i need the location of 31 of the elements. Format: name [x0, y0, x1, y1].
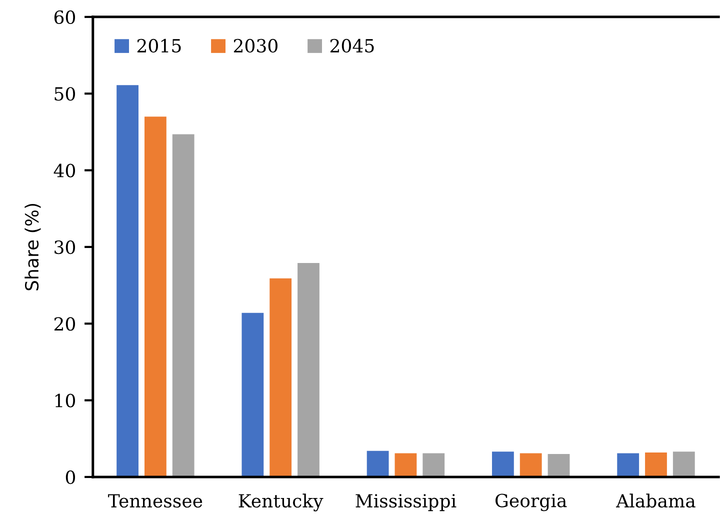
- y-tick-label: 50: [54, 87, 76, 101]
- bar: [116, 85, 138, 477]
- x-tick-label: Alabama: [616, 494, 696, 508]
- bar: [672, 452, 695, 477]
- bar: [520, 453, 542, 477]
- legend-label: 2030: [234, 38, 278, 53]
- y-tick-label: 10: [55, 394, 76, 408]
- bar: [492, 452, 514, 477]
- bar: [270, 278, 292, 477]
- bar: [144, 116, 166, 477]
- bar: [172, 134, 194, 477]
- bar: [617, 453, 640, 477]
- bar: [298, 263, 320, 477]
- y-tick-label: 30: [54, 240, 76, 254]
- bar: [548, 454, 570, 477]
- bar: [394, 453, 417, 477]
- x-tick-label: Georgia: [496, 494, 567, 512]
- bar: [645, 452, 667, 477]
- legend-label: 2045: [330, 38, 374, 53]
- legend-label: 2015: [137, 38, 181, 53]
- bar: [422, 453, 445, 477]
- bar: [366, 450, 389, 477]
- y-tick-label: 60: [54, 10, 76, 24]
- y-tick-label: 40: [54, 164, 76, 178]
- y-tick-label: 0: [66, 470, 76, 484]
- bar: [242, 312, 264, 477]
- x-tick-label: Kentucky: [238, 494, 324, 512]
- x-tick-label: Tennessee: [108, 494, 202, 508]
- x-tick-label: Mississippi: [356, 494, 456, 512]
- y-tick-label: 20: [54, 317, 76, 331]
- y-axis-title: Share (%): [24, 204, 41, 290]
